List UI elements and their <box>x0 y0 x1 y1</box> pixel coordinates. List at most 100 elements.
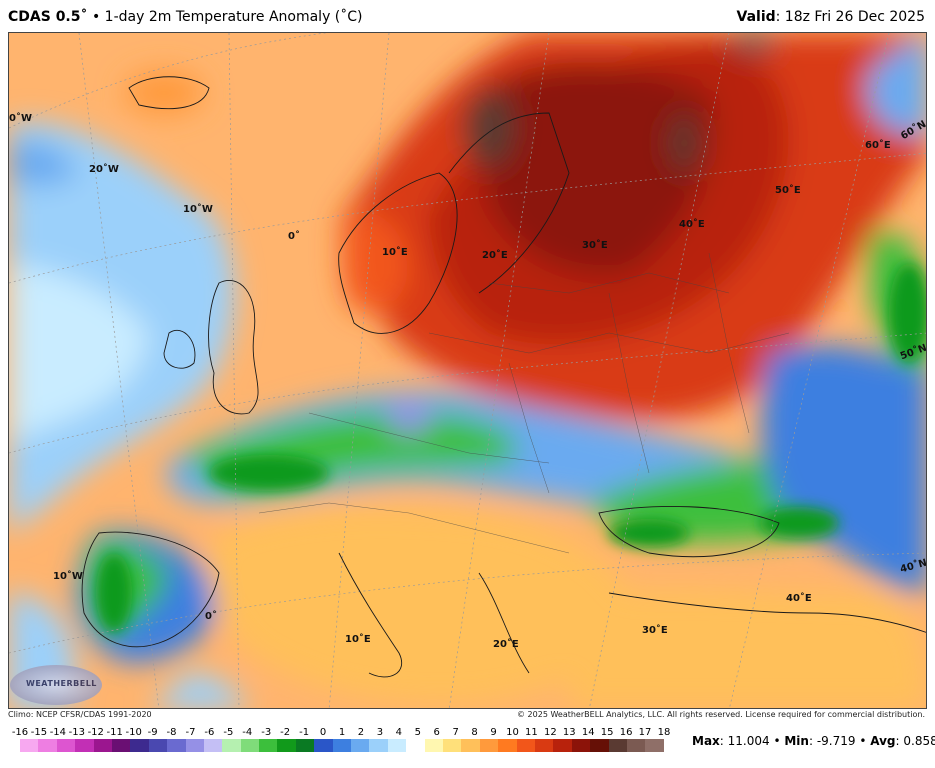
colorbar-tick-label: 14 <box>581 727 595 738</box>
separator: • <box>769 734 785 748</box>
colorbar-tick-label: -7 <box>185 727 196 738</box>
header: CDAS 0.5˚ • 1-day 2m Temperature Anomaly… <box>0 0 935 32</box>
graticule <box>9 33 926 708</box>
model-name: CDAS 0.5˚ <box>8 9 88 25</box>
colorbar-tick-label: -14 <box>49 727 67 738</box>
colorbar-tick-label: 13 <box>562 727 576 738</box>
grid-label: 30˚E <box>642 625 668 636</box>
borders <box>258 252 790 554</box>
colorbar-tick-label: -12 <box>87 727 104 738</box>
colorbar-swatch <box>479 739 499 752</box>
colorbar-tick-label: 9 <box>490 727 497 738</box>
grid-label: 10˚W <box>53 571 83 582</box>
colorbar-tick-label: 3 <box>376 727 384 738</box>
colorbar-tick-label: -5 <box>223 727 234 738</box>
colorbar-tick-label: 17 <box>638 727 652 738</box>
colorbar-tick-label: 4 <box>395 727 402 738</box>
colorbar-swatch <box>222 739 241 752</box>
colorbar-tick-label: -11 <box>106 727 123 738</box>
min-value: : -9.719 <box>808 734 856 748</box>
colorbar-tick-label: -9 <box>147 727 158 738</box>
colorbar-swatch <box>203 739 223 752</box>
colorbar-swatch <box>295 739 315 752</box>
colorbar-swatch <box>351 739 370 752</box>
colorbar-swatch <box>424 739 443 752</box>
grid-label: 0˚ <box>205 611 217 622</box>
colorbar-tick-label: 5 <box>414 727 421 738</box>
separator: • <box>855 734 871 748</box>
field-stats: Max: 11.004 • Min: -9.719 • Avg: 0.858 <box>692 734 935 748</box>
colorbar-swatch <box>645 739 664 752</box>
colorbar-swatch <box>185 739 204 752</box>
colorbar-tick-label: 16 <box>619 727 633 738</box>
copyright-notice: © 2025 WeatherBELL Analytics, LLC. All r… <box>517 710 925 719</box>
colorbar-swatch <box>516 739 535 752</box>
colorbar-tick-label: 18 <box>657 727 671 738</box>
colorbar-tick-label: -8 <box>166 727 177 738</box>
colorbar-swatch <box>314 739 333 752</box>
colorbar-tick-label: 2 <box>357 727 365 738</box>
avg-label: Avg <box>870 734 896 748</box>
colorbar-tick-label: -10 <box>125 727 142 738</box>
valid-time-value: : 18z Fri 26 Dec 2025 <box>775 9 925 25</box>
colorbar-swatch <box>406 739 425 752</box>
colorbar-tick-label: 15 <box>600 727 614 738</box>
colorbar-swatch <box>20 739 39 752</box>
colorbar-tick-label: 10 <box>506 727 519 738</box>
colorbar-swatch <box>534 739 554 752</box>
colorbar-swatch <box>111 739 131 752</box>
map-title: CDAS 0.5˚ • 1-day 2m Temperature Anomaly… <box>8 9 363 25</box>
colorbar-swatch <box>571 739 591 752</box>
colorbar-tick-label: -6 <box>204 727 215 738</box>
colorbar-tick-label: -1 <box>299 727 310 738</box>
colorbar-swatch <box>167 739 186 752</box>
map-canvas <box>9 33 926 708</box>
colorbar-swatch <box>332 739 352 752</box>
colorbar-tick-label: -15 <box>30 727 48 738</box>
coastlines <box>81 76 926 678</box>
colorbar-tick-label: 0 <box>319 727 327 738</box>
colorbar-swatch <box>387 739 407 752</box>
colorbar-swatch <box>608 739 627 752</box>
anomaly-detail <box>96 263 926 633</box>
grid-label: 0˚W <box>9 113 32 124</box>
colorbar-swatch <box>498 739 517 752</box>
colorbar-swatch <box>461 739 480 752</box>
colorbar-tick-label: 12 <box>543 727 557 738</box>
colorbar-tick-label: 7 <box>452 727 459 738</box>
colorbar-tick-label: 6 <box>433 727 440 738</box>
colorbar-swatch <box>56 739 76 752</box>
logo-text: WEATHERBELL <box>26 679 97 688</box>
colorbar-swatch <box>369 739 388 752</box>
grid-label: 50˚E <box>775 185 801 196</box>
weatherbell-logo: WEATHERBELL <box>10 665 102 705</box>
grid-label: 40˚E <box>786 593 812 604</box>
colorbar-tick-label: 11 <box>525 727 538 738</box>
product-name: • 1-day 2m Temperature Anomaly (˚C) <box>87 9 363 25</box>
grid-label: 0˚ <box>288 231 300 242</box>
avg-value: : 0.858 <box>895 734 935 748</box>
grid-label: 20˚E <box>482 250 508 261</box>
colorbar-tick-label: -13 <box>68 727 85 738</box>
colorbar-swatch <box>277 739 296 752</box>
colorbar-tick-label: 8 <box>471 727 478 738</box>
grid-label: 10˚E <box>382 247 408 258</box>
colorbar-swatch <box>553 739 572 752</box>
colorbar <box>20 739 664 752</box>
colorbar-tick-label: 1 <box>338 727 346 738</box>
colorbar-swatch <box>240 739 260 752</box>
grid-label: 60˚E <box>865 140 891 151</box>
colorbar-tick-label: -3 <box>261 727 272 738</box>
grid-label: 40˚E <box>679 219 705 230</box>
valid-label: Valid <box>736 9 776 25</box>
climo-credit: Climo: NCEP CFSR/CDAS 1991-2020 <box>8 710 152 719</box>
colorbar-swatch <box>148 739 168 752</box>
valid-time: Valid: 18z Fri 26 Dec 2025 <box>737 9 926 25</box>
colorbar-swatch <box>38 739 57 752</box>
max-value: : 11.004 <box>719 734 770 748</box>
colorbar-swatch <box>442 739 462 752</box>
colorbar-swatch <box>590 739 609 752</box>
grid-label: 20˚E <box>493 639 519 650</box>
colorbar-swatch <box>75 739 94 752</box>
temperature-anomaly-map[interactable]: 0˚W 20˚W 10˚W 0˚ 10˚E 20˚E 30˚E 40˚E 50˚… <box>8 32 927 709</box>
